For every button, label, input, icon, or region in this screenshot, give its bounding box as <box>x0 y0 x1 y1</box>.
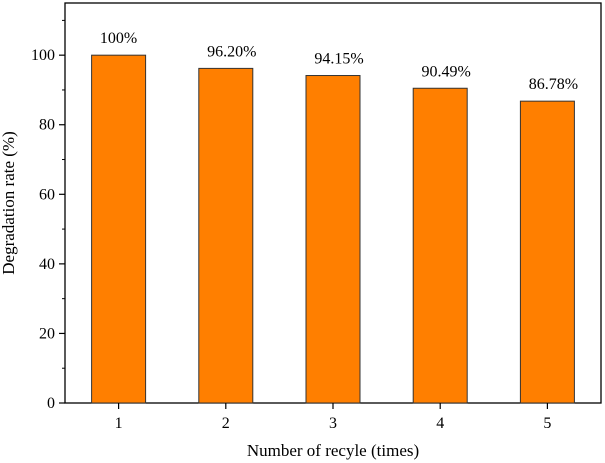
y-tick-label-100: 100 <box>31 47 55 64</box>
data-label-1: 100% <box>100 30 137 47</box>
data-label-5: 86.78% <box>529 76 578 93</box>
data-labels-group: 100% 96.20% 94.15% 90.49% 86.78% <box>100 30 578 93</box>
data-label-3: 94.15% <box>314 51 363 68</box>
bar-1 <box>91 54 147 404</box>
x-axis-label: Number of recyle (times) <box>247 441 419 460</box>
y-axis-label: Degradation rate (%) <box>0 131 18 274</box>
x-tick-label-1: 1 <box>115 415 123 432</box>
x-axis-ticks: 1 2 3 4 5 <box>115 403 551 432</box>
y-tick-label-60: 60 <box>39 186 55 203</box>
x-tick-label-3: 3 <box>329 415 337 432</box>
bar-4 <box>412 87 468 404</box>
x-tick-label-4: 4 <box>436 415 444 432</box>
y-tick-label-0: 0 <box>47 395 55 412</box>
data-label-4: 90.49% <box>422 63 471 80</box>
y-axis-ticks: 0 20 40 60 80 100 <box>31 19 65 412</box>
x-tick-label-5: 5 <box>543 415 551 432</box>
bar-3 <box>305 75 361 404</box>
x-tick-label-2: 2 <box>222 415 230 432</box>
bars-group <box>91 54 575 404</box>
y-tick-label-20: 20 <box>39 325 55 342</box>
y-tick-label-40: 40 <box>39 256 55 273</box>
data-label-2: 96.20% <box>207 43 256 60</box>
bar-2 <box>198 67 254 404</box>
bar-5 <box>519 100 575 404</box>
y-tick-label-80: 80 <box>39 117 55 134</box>
